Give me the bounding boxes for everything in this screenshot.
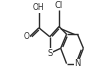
Text: OH: OH	[33, 3, 44, 12]
Text: S: S	[47, 49, 52, 58]
Text: N: N	[74, 59, 80, 68]
Text: O: O	[24, 32, 29, 41]
Text: Cl: Cl	[54, 1, 63, 10]
